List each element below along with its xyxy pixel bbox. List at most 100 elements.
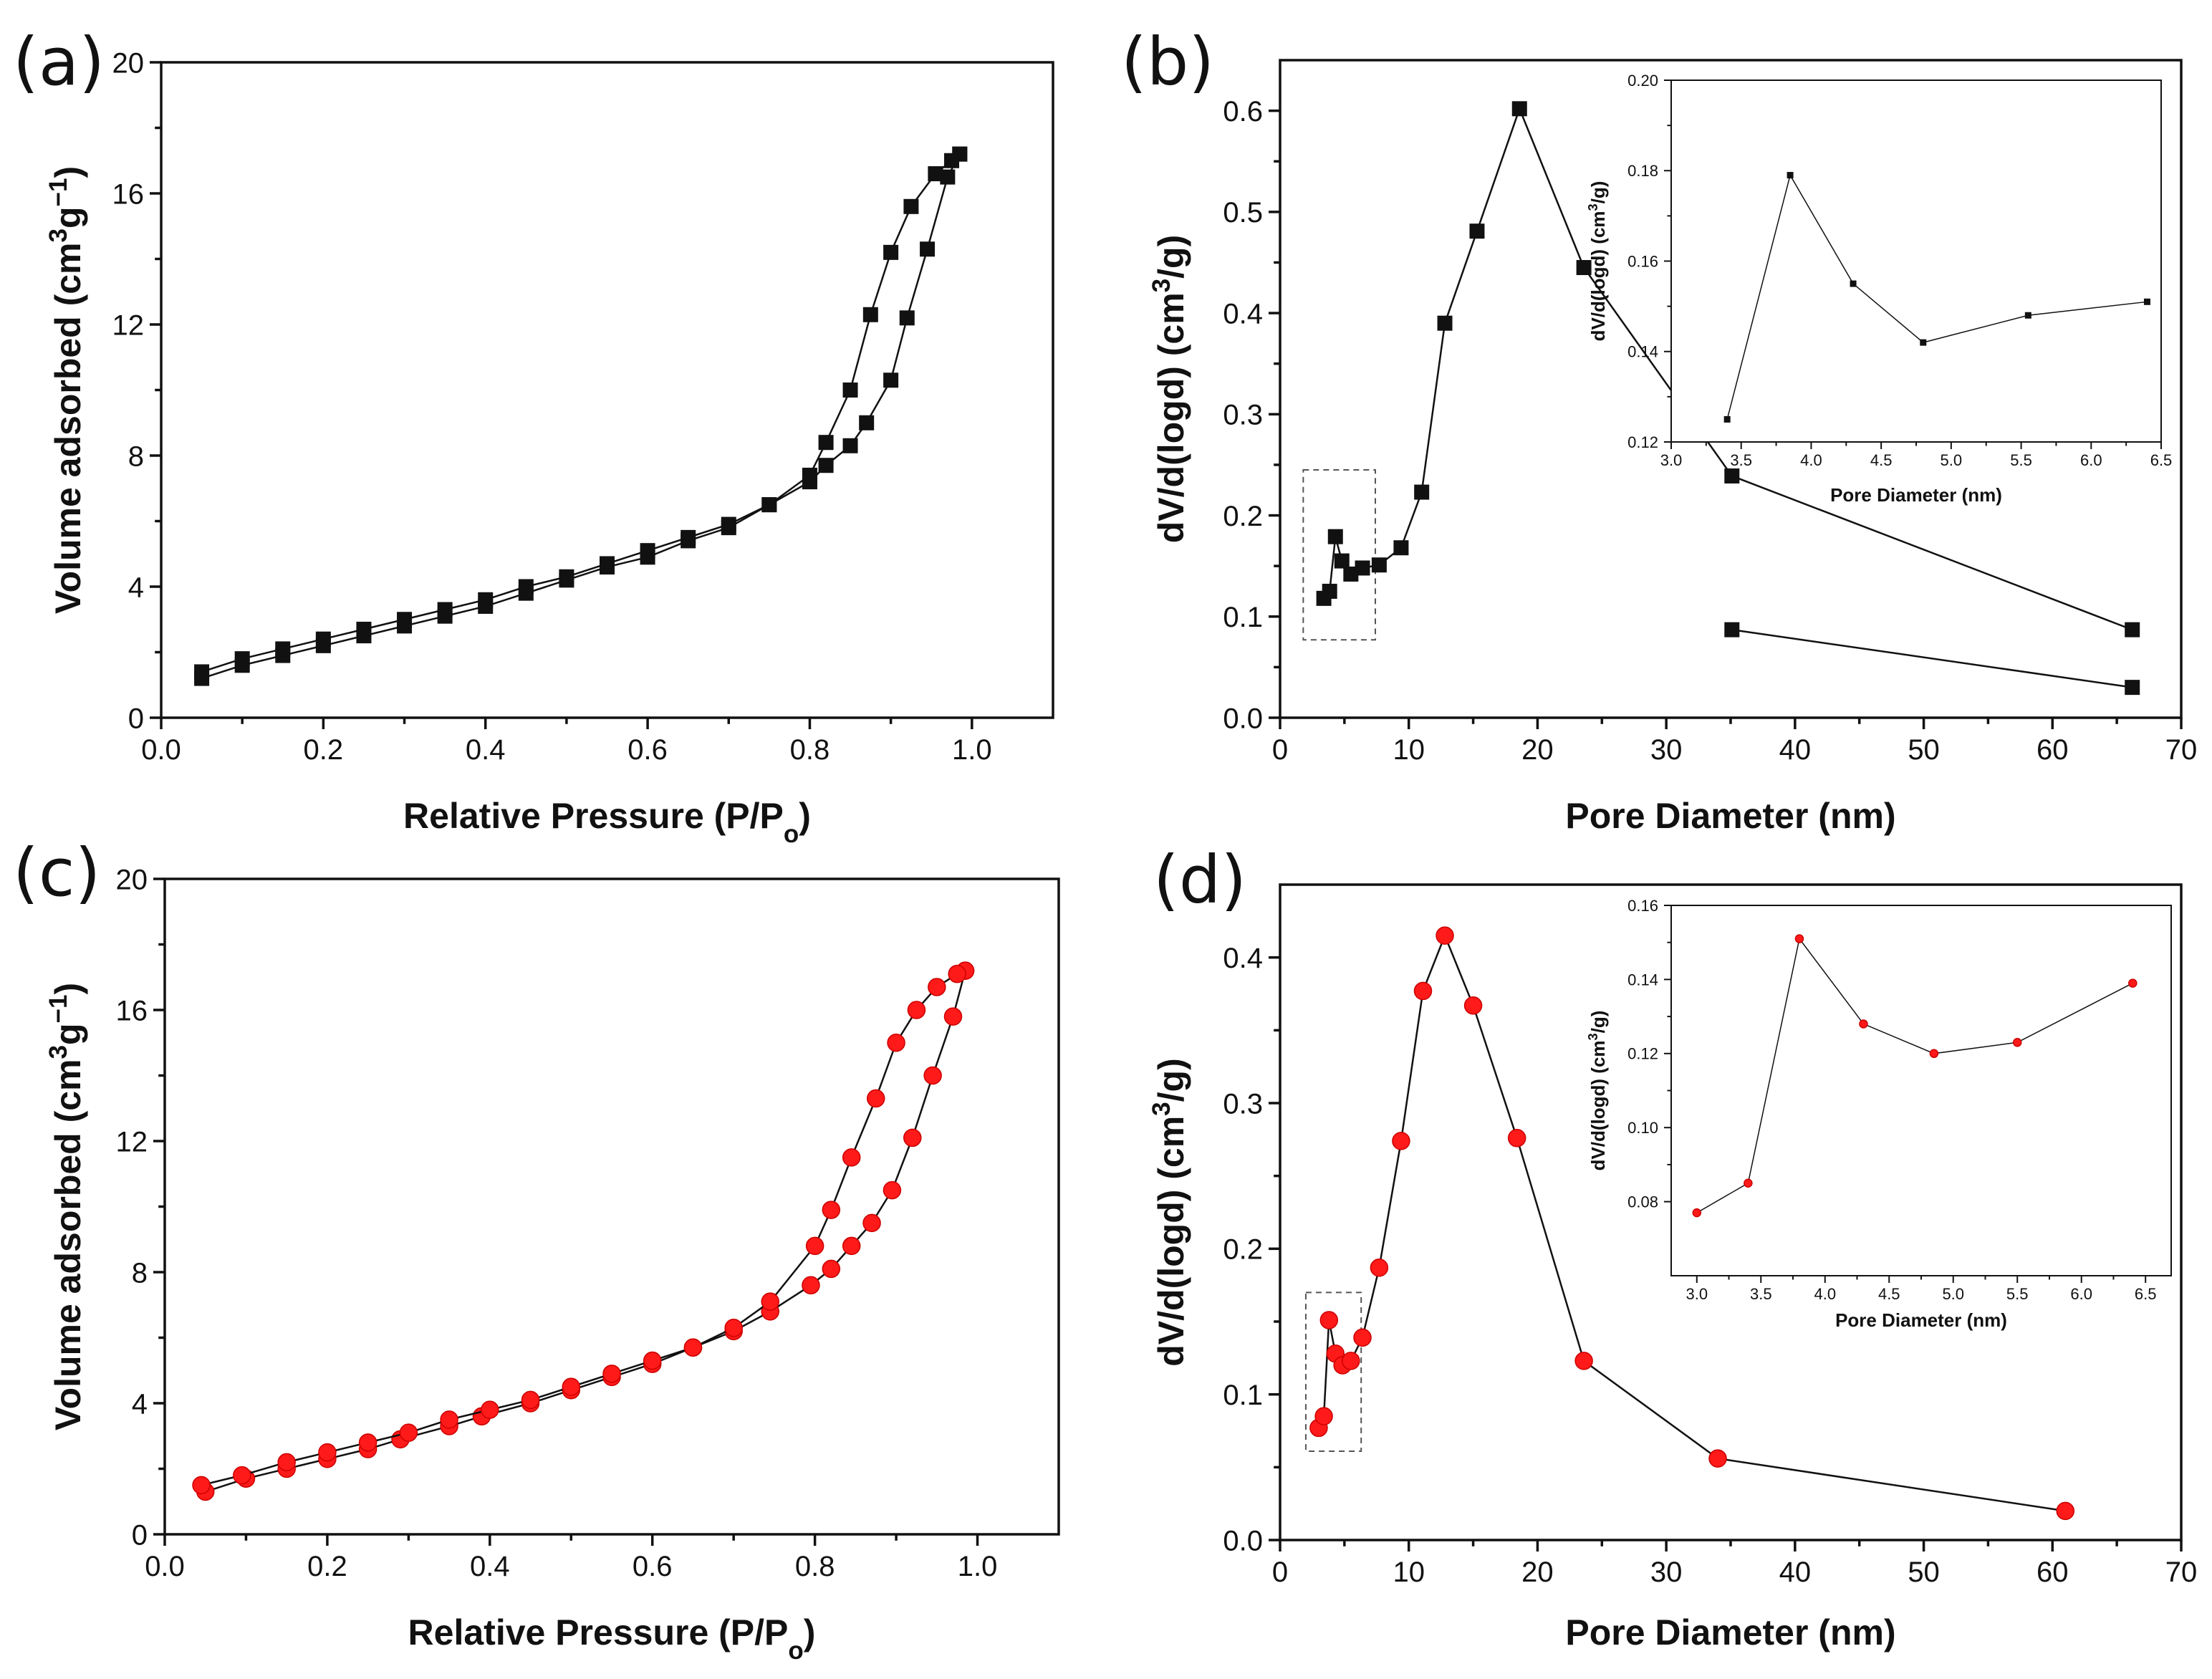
x-tick-label: 10: [1393, 1557, 1425, 1588]
inset-background: [1671, 80, 2161, 442]
data-point-circle: [683, 1338, 703, 1357]
x-tick-label: 6.5: [2150, 451, 2173, 469]
data-point-square: [1850, 280, 1857, 287]
y-axis-label-sup: 3: [1586, 203, 1600, 211]
panel-c: (c) 0.0 0.2 0.4 0.6 0.8 1.0 0 4 8 12 16 20 Relative P…: [13, 834, 1060, 1665]
inset-background: [1671, 905, 2171, 1276]
x-tick-label: 20: [1521, 734, 1554, 766]
data-point-circle: [883, 1180, 902, 1200]
x-tick-label: 30: [1650, 1557, 1683, 1588]
x-tick-label: 40: [1779, 1557, 1812, 1588]
data-point-circle: [802, 1276, 820, 1295]
y-tick-label: 0.2: [1223, 1234, 1263, 1266]
x-tick-label: 0.0: [141, 734, 181, 766]
y-tick-label: 16: [112, 178, 145, 210]
y-tick-label: 12: [112, 309, 145, 341]
data-point-square: [2125, 622, 2140, 638]
series-line: [1726, 173, 2148, 420]
y-tick-label: 0.0: [1223, 1525, 1263, 1557]
y-tick-label: 0.16: [1627, 897, 1658, 915]
data-point-square: [1723, 415, 1731, 423]
data-point-circle: [192, 1476, 211, 1495]
x-tick-label: 0: [1272, 734, 1288, 766]
y-axis-label-text: dV/d(logd) (cm: [1151, 292, 1191, 543]
data-point-circle: [907, 1001, 926, 1019]
data-point-square: [842, 383, 858, 398]
data-point-circle: [1463, 996, 1483, 1015]
data-point-circle: [2012, 1038, 2022, 1047]
data-point-circle: [943, 1007, 963, 1026]
y-tick-label: 0.1: [1223, 602, 1263, 633]
y-axis-label-tail: /g): [1151, 1058, 1191, 1102]
data-point-circle: [1859, 1019, 1868, 1029]
data-point-circle: [842, 1148, 861, 1167]
y-tick-label: 12: [116, 1126, 148, 1158]
y-axis-label-mid: g: [48, 206, 88, 228]
data-point-square: [761, 497, 777, 513]
data-point-square: [802, 467, 817, 483]
x-tick-label: 6.0: [2080, 451, 2102, 469]
y-tick-label: 0.12: [1627, 433, 1658, 451]
x-tick-label: 6.0: [2070, 1285, 2092, 1303]
x-tick-label: 30: [1650, 734, 1683, 766]
x-tick-label: 60: [2037, 1557, 2069, 1588]
data-point-square: [1343, 566, 1359, 582]
data-point-square: [842, 438, 858, 453]
plot-frame: [160, 61, 1054, 719]
y-axis-label-sup: 3: [1148, 1102, 1175, 1115]
data-point-circle: [318, 1443, 337, 1462]
x-tick-label: 4.5: [1878, 1285, 1900, 1303]
data-point-square: [1334, 553, 1350, 569]
data-point-square: [859, 415, 875, 430]
y-axis-label: dV/d(logd) (cm3/g): [1586, 181, 1609, 342]
data-point-square: [903, 198, 919, 214]
data-point-circle: [928, 978, 946, 996]
y-axis-label: dV/d(logd) (cm3/g): [1586, 1011, 1609, 1171]
y-axis-label-text: dV/d(logd) (cm: [1587, 211, 1609, 341]
data-point-circle: [822, 1259, 841, 1279]
panel-label: (b): [1121, 24, 1214, 100]
y-tick-label: 20: [116, 864, 148, 895]
series-line: [201, 153, 961, 680]
y-axis-label-tail: ): [48, 983, 88, 995]
y-axis-label-text: Volume adsorbed (cm: [48, 242, 88, 614]
data-point-circle: [602, 1365, 621, 1383]
data-point-circle: [1507, 1129, 1526, 1148]
data-point-circle: [842, 1236, 861, 1256]
y-tick-label: 0.5: [1223, 197, 1263, 228]
data-point-square: [600, 556, 615, 572]
y-axis-label-tail: ): [48, 166, 88, 178]
data-point-circle: [1929, 1049, 1939, 1059]
x-tick-label: 0.4: [470, 1551, 510, 1582]
data-point-square: [1355, 560, 1370, 576]
data-point-circle: [1794, 934, 1804, 943]
data-point-square: [1724, 468, 1740, 484]
y-axis-label-text: Volume adsorbed (cm: [48, 1059, 88, 1430]
data-point-square: [1437, 315, 1453, 331]
x-axis-label: Relative Pressure (P/Po): [403, 796, 811, 848]
inset-d: 3.0 3.5 4.0 4.5 5.0 5.5 6.0 6.5 0.08 0.10 0.12 0.14…: [1586, 897, 2172, 1331]
data-point-circle: [277, 1453, 296, 1472]
x-axis-label: Pore Diameter (nm): [1565, 796, 1895, 836]
data-point-circle: [1342, 1352, 1360, 1370]
data-point-square: [1511, 101, 1527, 117]
data-point-square: [640, 543, 655, 559]
x-tick-label: 5.5: [2006, 1285, 2029, 1303]
x-tick-label: 4.0: [1800, 451, 1822, 469]
data-point-circle: [643, 1351, 662, 1370]
data-point-square: [1414, 484, 1430, 500]
y-tick-label: 16: [116, 995, 148, 1026]
y-tick-label: 0.4: [1223, 298, 1263, 329]
y-tick-label: 0.6: [1223, 96, 1263, 128]
data-point-circle: [1392, 1132, 1410, 1150]
x-axis-label-text: Relative Pressure (P/P: [408, 1612, 789, 1652]
x-tick-label: 1.0: [952, 734, 992, 766]
data-point-circle: [1319, 1311, 1339, 1329]
data-point-circle: [521, 1390, 540, 1410]
data-point-square: [559, 569, 574, 584]
x-tick-label: 60: [2037, 734, 2069, 766]
y-tick-label: 0.20: [1627, 72, 1658, 90]
data-point-square: [883, 372, 899, 388]
y-tick-label: 4: [132, 1388, 148, 1420]
